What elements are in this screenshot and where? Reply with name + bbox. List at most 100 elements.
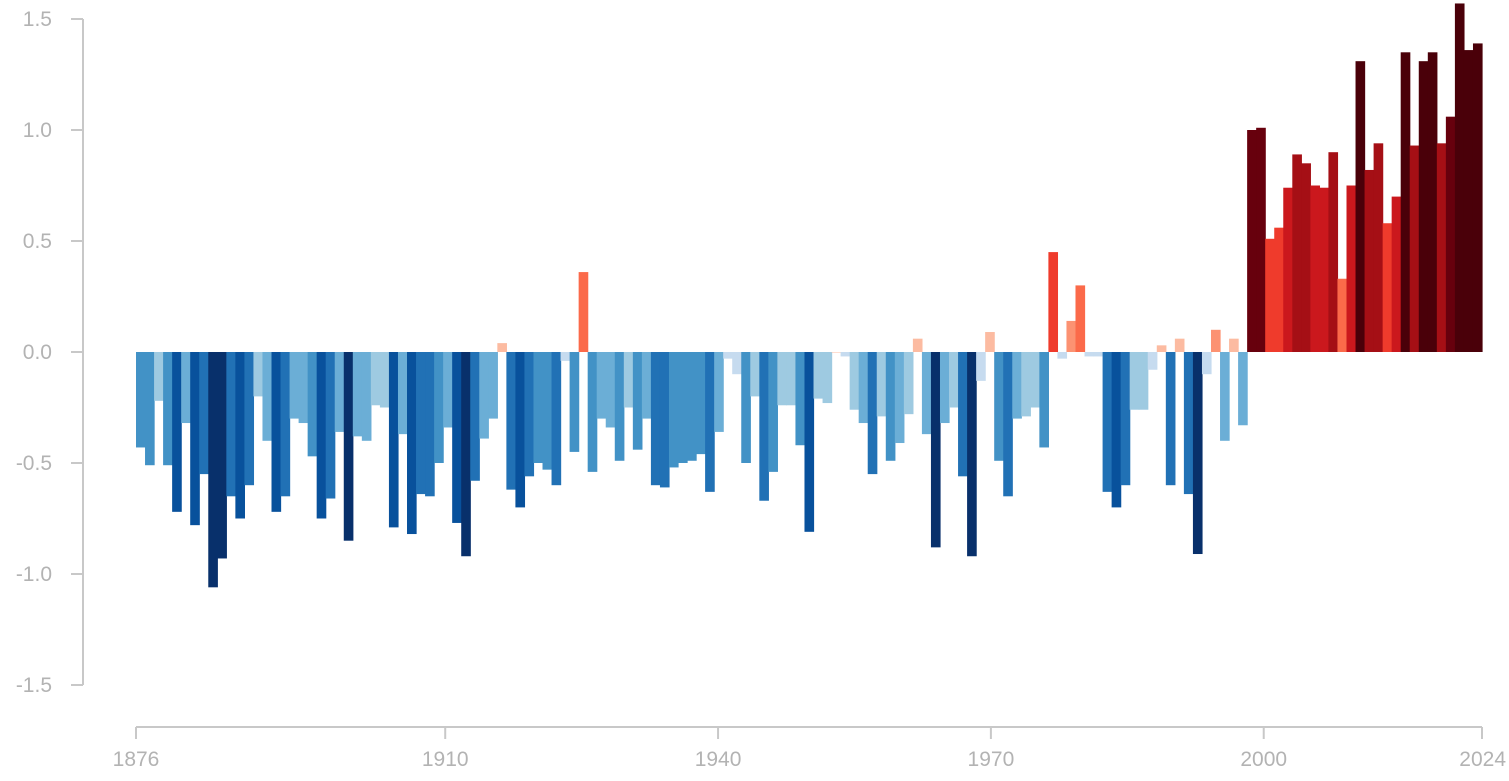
bar-1982 (1093, 352, 1104, 357)
y-tick-label: 0.0 (23, 341, 52, 364)
bar-1969 (976, 352, 986, 381)
bar-2002 (1274, 227, 1284, 352)
bar-1906 (407, 352, 417, 535)
bar-2018 (1418, 61, 1429, 353)
bar-2014 (1382, 223, 1393, 352)
bar-1912 (461, 352, 471, 557)
bar-1937 (687, 352, 697, 461)
bar-1914 (479, 352, 489, 439)
bar-2003 (1283, 187, 1293, 352)
bar-1881 (181, 352, 191, 424)
bar-1980 (1075, 285, 1086, 352)
bar-1972 (1003, 352, 1013, 497)
bar-1886 (226, 352, 236, 497)
bar-1934 (659, 352, 670, 488)
bar-1939 (705, 352, 715, 492)
y-tick-label: 1.0 (23, 119, 52, 142)
bar-1915 (488, 352, 498, 419)
bar-1920 (533, 352, 544, 463)
bars-group (136, 3, 1483, 588)
bar-2004 (1292, 154, 1302, 352)
bar-1989 (1156, 345, 1167, 352)
bar-1974 (1021, 352, 1031, 417)
bar-1968 (967, 352, 977, 557)
bar-1885 (217, 352, 227, 559)
bar-1990 (1165, 352, 1176, 486)
bar-2012 (1364, 169, 1375, 352)
bar-1986 (1129, 352, 1140, 410)
bar-1897 (325, 352, 336, 499)
bar-1894 (298, 352, 309, 424)
bar-1993 (1192, 352, 1203, 555)
bar-2017 (1409, 145, 1420, 352)
bar-1941 (723, 352, 733, 359)
y-tick-label: 1.5 (23, 8, 52, 31)
bar-1950 (804, 352, 815, 532)
y-tick-label: -1.5 (16, 674, 52, 697)
bar-1951 (813, 352, 824, 399)
bar-1956 (858, 352, 869, 424)
bar-1890 (262, 352, 273, 441)
x-tick-label: 1940 (695, 748, 742, 771)
bar-1901 (361, 352, 372, 441)
bar-1983 (1102, 352, 1113, 492)
bar-1891 (271, 352, 282, 512)
bar-1978 (1057, 352, 1068, 359)
bar-1936 (678, 352, 688, 463)
bar-1924 (569, 352, 580, 452)
bar-1888 (244, 352, 255, 486)
bar-1975 (1030, 352, 1040, 408)
bar-1955 (849, 352, 860, 410)
bar-2020 (1436, 143, 1447, 352)
x-tick-label: 1910 (422, 748, 469, 771)
bar-1966 (949, 352, 959, 408)
bar-1959 (885, 352, 896, 461)
bar-1970 (985, 332, 995, 352)
bar-1948 (786, 352, 797, 406)
y-tick-label: -0.5 (16, 452, 52, 475)
bar-1883 (199, 352, 209, 475)
bar-1925 (578, 272, 589, 352)
y-tick-label: 0.5 (23, 230, 52, 253)
bar-1996 (1220, 352, 1230, 441)
bar-1928 (605, 352, 616, 428)
bar-2006 (1310, 185, 1320, 352)
bar-1884 (208, 352, 218, 588)
bar-1902 (370, 352, 381, 406)
bar-1949 (795, 352, 806, 446)
bar-1942 (732, 352, 742, 375)
bar-1909 (434, 352, 444, 463)
bar-1930 (623, 352, 634, 408)
bar-1991 (1174, 338, 1185, 352)
bar-1908 (425, 352, 435, 497)
bar-1945 (759, 352, 769, 501)
bar-1887 (235, 352, 245, 519)
x-tick-label: 2000 (1240, 748, 1287, 771)
bar-1987 (1138, 352, 1149, 410)
bar-1984 (1111, 352, 1122, 508)
bar-1905 (397, 352, 408, 435)
bar-1907 (416, 352, 426, 495)
y-tick-label: -1.0 (16, 563, 52, 586)
bar-2019 (1427, 52, 1438, 353)
bar-1940 (714, 352, 724, 432)
bar-1919 (524, 352, 535, 477)
bar-1877 (145, 352, 155, 466)
y-axis-ticks: -1.5 -1.0 -0.5 0.0 0.5 1.0 1.5 (16, 8, 83, 697)
bar-1904 (388, 352, 399, 528)
bar-2001 (1265, 238, 1275, 352)
bar-1893 (289, 352, 300, 419)
bar-2009 (1337, 278, 1348, 352)
bar-1933 (650, 352, 661, 486)
bar-1910 (443, 352, 453, 428)
bar-1878 (154, 352, 164, 401)
bar-1958 (876, 352, 887, 417)
bar-1957 (867, 352, 878, 475)
bar-1922 (551, 352, 562, 486)
bar-1995 (1210, 329, 1221, 352)
bar-1946 (768, 352, 778, 472)
bar-1994 (1201, 352, 1212, 375)
bar-1999 (1247, 130, 1257, 352)
bar-1960 (894, 352, 905, 444)
bar-2008 (1328, 152, 1339, 352)
